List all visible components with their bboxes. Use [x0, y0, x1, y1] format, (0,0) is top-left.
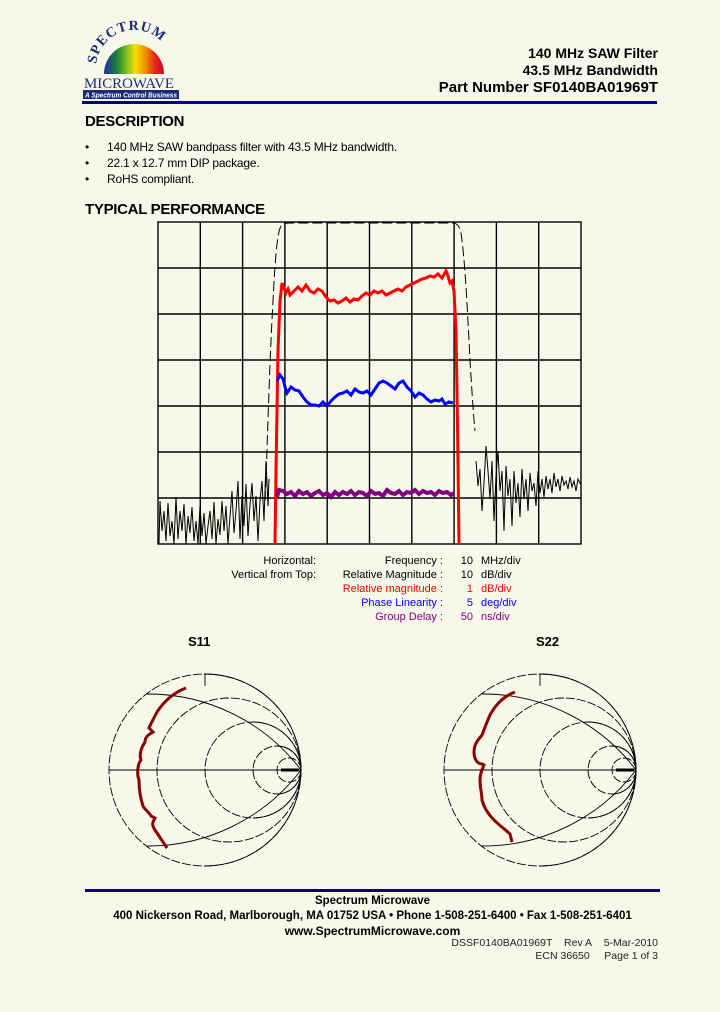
svg-text:MICROWAVE: MICROWAVE	[84, 76, 174, 92]
bullet-icon: •	[85, 156, 90, 170]
phase-linearity-trace	[275, 372, 454, 409]
list-item: • RoHS compliant.	[85, 172, 195, 186]
chart-grid	[157, 221, 582, 545]
document-info: DSSF0140BA01969T Rev A 5-Mar-2010 ECN 36…	[451, 937, 658, 963]
doc-number: DSSF0140BA01969T	[451, 937, 553, 949]
list-item: • 140 MHz SAW bandpass filter with 43.5 M…	[85, 140, 397, 154]
legend-row-relative-magnitude-fine: Relative magnitude : 1 dB/div	[342, 583, 512, 595]
bullet-icon: •	[85, 140, 90, 154]
description-heading: DESCRIPTION	[85, 113, 185, 130]
legend-row-phase-linearity: Phase Linearity : 5 deg/div	[361, 597, 517, 609]
revision: Rev A	[564, 937, 593, 949]
doc-date: 5-Mar-2010	[603, 937, 658, 949]
legend-row-group-delay: Group Delay : 50 ns/div	[375, 611, 510, 623]
svg-text:A Spectrum Control Business: A Spectrum Control Business	[84, 93, 177, 100]
s22-trace	[472, 690, 516, 843]
list-item: • 22.1 x 12.7 mm DIP package.	[85, 156, 260, 170]
header-divider	[82, 101, 657, 104]
footer-contact: Spectrum Microwave 400 Nickerson Road, M…	[85, 894, 660, 939]
product-title-block: 140 MHz SAW Filter 43.5 MHz Bandwidth Pa…	[439, 45, 658, 96]
bullet-icon: •	[85, 172, 90, 186]
page-indicator: Page 1 of 3	[604, 950, 658, 962]
part-number: Part Number SF0140BA01969T	[438, 79, 658, 96]
ecn-number: ECN 36650	[535, 950, 590, 962]
description-list: • 140 MHz SAW bandpass filter with 43.5 M…	[85, 139, 397, 187]
group-delay-trace	[275, 487, 456, 500]
footer-divider	[85, 889, 660, 892]
magnitude-wide-trace	[264, 222, 476, 502]
s22-smith-chart	[440, 670, 640, 870]
frequency-response-chart	[157, 221, 583, 546]
legend-row-relative-magnitude-coarse: Vertical from Top: Relative Magnitude : …	[231, 569, 512, 581]
s22-title: S22	[536, 634, 560, 649]
performance-heading: TYPICAL PERFORMANCE	[85, 201, 265, 218]
chart-legend: Horizontal: Frequency : 10 MHz/div Verti…	[230, 554, 541, 624]
stopband-noise-left	[158, 460, 270, 545]
s11-trace	[136, 686, 187, 849]
magnitude-fine-trace	[273, 267, 461, 545]
rainbow-arc-icon	[104, 44, 164, 74]
s11-smith-chart	[105, 670, 305, 870]
product-name: 140 MHz SAW Filter	[528, 45, 658, 61]
s11-title: S11	[188, 634, 211, 649]
footer-company: Spectrum Microwave	[314, 895, 431, 907]
product-bandwidth: 43.5 MHz Bandwidth	[522, 62, 658, 78]
footer-website-link[interactable]: www.SpectrumMicrowave.com	[284, 924, 461, 938]
stopband-noise-right	[475, 445, 582, 532]
legend-row-frequency: Horizontal: Frequency : 10 MHz/div	[263, 555, 521, 567]
company-logo: SPECTRUM MICROWAVE A Spectrum Control Bu…	[82, 18, 184, 100]
footer-address: 400 Nickerson Road, Marlborough, MA 0175…	[113, 910, 632, 922]
